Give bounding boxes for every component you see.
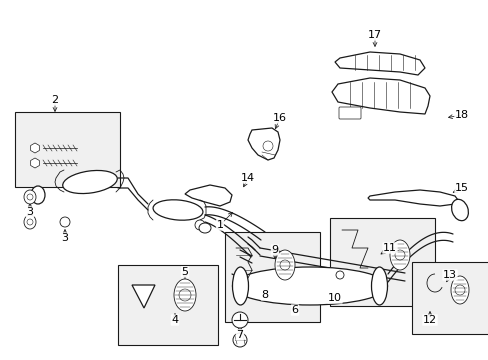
Ellipse shape: [31, 186, 45, 204]
Polygon shape: [331, 78, 429, 114]
Text: 12: 12: [422, 315, 436, 325]
Circle shape: [232, 333, 246, 347]
Ellipse shape: [232, 267, 248, 305]
Ellipse shape: [24, 215, 36, 229]
Bar: [329, 218, 434, 306]
Text: 4: 4: [171, 315, 178, 325]
Polygon shape: [367, 190, 457, 206]
Polygon shape: [184, 185, 231, 206]
Ellipse shape: [174, 279, 196, 311]
Circle shape: [280, 260, 289, 270]
Text: 3: 3: [26, 207, 34, 217]
Text: 3: 3: [61, 233, 68, 243]
Circle shape: [60, 217, 70, 227]
Polygon shape: [334, 52, 424, 75]
FancyBboxPatch shape: [338, 107, 360, 119]
Ellipse shape: [199, 223, 210, 233]
Text: 15: 15: [454, 183, 468, 193]
Circle shape: [394, 250, 404, 260]
Ellipse shape: [450, 276, 468, 304]
Bar: [224, 232, 319, 322]
Circle shape: [454, 285, 464, 295]
Text: 1: 1: [216, 220, 223, 230]
Circle shape: [231, 312, 247, 328]
Text: 10: 10: [327, 293, 341, 303]
Text: 9: 9: [271, 245, 278, 255]
Bar: [15, 112, 120, 187]
Circle shape: [27, 219, 33, 225]
Text: 18: 18: [454, 110, 468, 120]
Ellipse shape: [451, 199, 468, 221]
Text: 8: 8: [261, 290, 268, 300]
Ellipse shape: [274, 250, 294, 280]
Text: 13: 13: [442, 270, 456, 280]
Text: 14: 14: [241, 173, 255, 183]
Bar: [411, 262, 488, 334]
Polygon shape: [132, 285, 155, 308]
Ellipse shape: [62, 170, 117, 194]
Ellipse shape: [24, 190, 36, 204]
Circle shape: [335, 271, 343, 279]
Polygon shape: [247, 128, 280, 160]
Ellipse shape: [389, 240, 409, 270]
Text: 2: 2: [51, 95, 59, 105]
Text: 5: 5: [181, 267, 188, 277]
Circle shape: [27, 194, 33, 200]
Ellipse shape: [232, 267, 386, 305]
Circle shape: [179, 289, 191, 301]
Text: 11: 11: [382, 243, 396, 253]
Bar: [118, 265, 218, 345]
Circle shape: [263, 141, 272, 151]
Circle shape: [195, 220, 204, 230]
Text: 6: 6: [291, 305, 298, 315]
Ellipse shape: [371, 267, 386, 305]
Text: 17: 17: [367, 30, 381, 40]
Text: 16: 16: [272, 113, 286, 123]
Text: 7: 7: [236, 330, 243, 340]
Ellipse shape: [153, 200, 203, 220]
